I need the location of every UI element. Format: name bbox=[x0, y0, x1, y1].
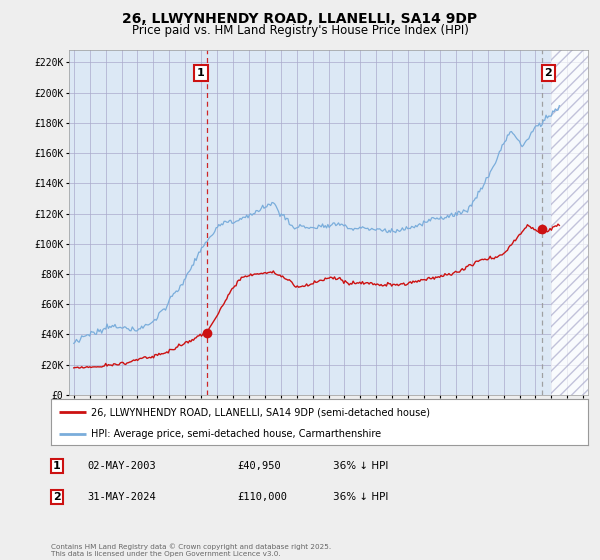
Text: £40,950: £40,950 bbox=[237, 461, 281, 471]
Text: Price paid vs. HM Land Registry's House Price Index (HPI): Price paid vs. HM Land Registry's House … bbox=[131, 24, 469, 36]
Text: 31-MAY-2024: 31-MAY-2024 bbox=[87, 492, 156, 502]
Bar bbox=[551, 50, 588, 395]
Text: HPI: Average price, semi-detached house, Carmarthenshire: HPI: Average price, semi-detached house,… bbox=[91, 429, 382, 438]
Text: 2: 2 bbox=[545, 68, 552, 78]
Text: 1: 1 bbox=[197, 68, 205, 78]
Text: 26, LLWYNHENDY ROAD, LLANELLI, SA14 9DP (semi-detached house): 26, LLWYNHENDY ROAD, LLANELLI, SA14 9DP … bbox=[91, 407, 430, 417]
Text: 02-MAY-2003: 02-MAY-2003 bbox=[87, 461, 156, 471]
Text: Contains HM Land Registry data © Crown copyright and database right 2025.
This d: Contains HM Land Registry data © Crown c… bbox=[51, 544, 331, 557]
Text: 36% ↓ HPI: 36% ↓ HPI bbox=[333, 461, 388, 471]
Text: 36% ↓ HPI: 36% ↓ HPI bbox=[333, 492, 388, 502]
Text: 26, LLWYNHENDY ROAD, LLANELLI, SA14 9DP: 26, LLWYNHENDY ROAD, LLANELLI, SA14 9DP bbox=[122, 12, 478, 26]
Text: 1: 1 bbox=[53, 461, 61, 471]
Text: £110,000: £110,000 bbox=[237, 492, 287, 502]
Text: 2: 2 bbox=[53, 492, 61, 502]
